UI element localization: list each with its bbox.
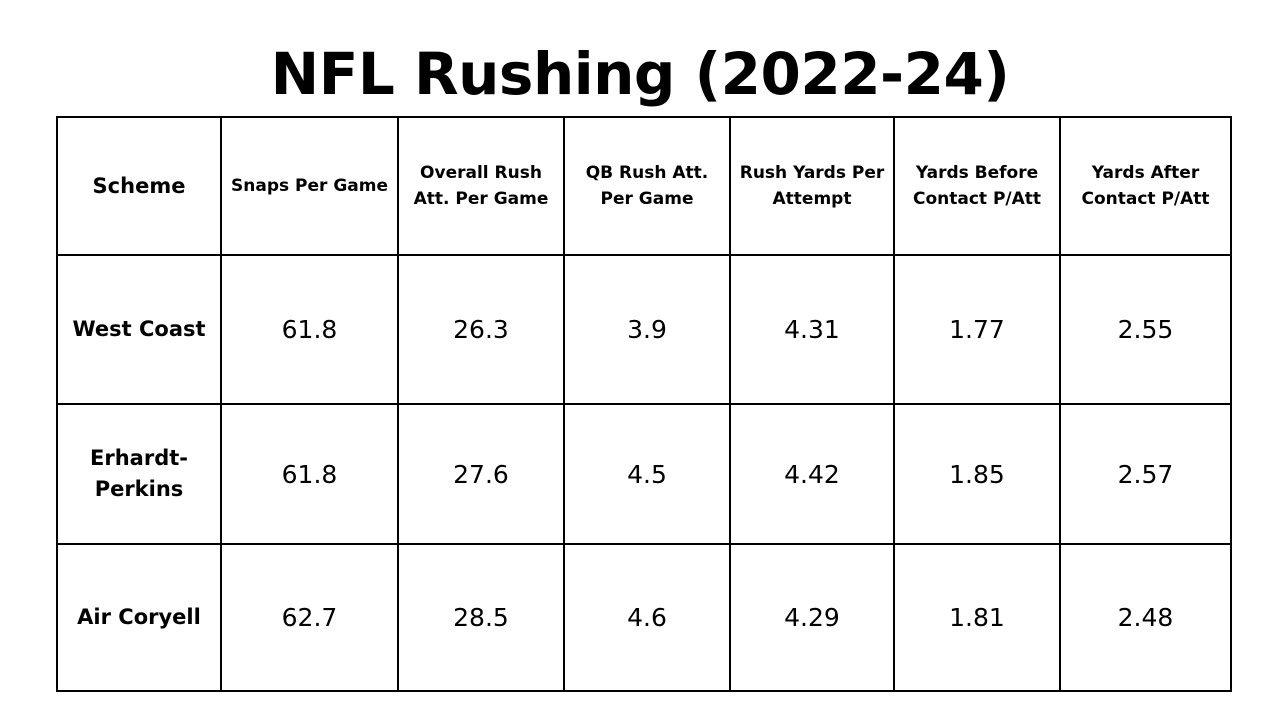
column-header-snaps-per-game: Snaps Per Game [220, 116, 399, 256]
table-row: Air Coryell 62.7 28.5 4.6 4.29 1.81 2.48 [56, 543, 1232, 692]
cell-value: 2.55 [1059, 254, 1232, 405]
chart-title: NFL Rushing (2022-24) [270, 40, 1010, 108]
cell-value: 1.85 [893, 403, 1061, 545]
cell-value: 26.3 [397, 254, 565, 405]
header-row: Scheme Snaps Per Game Overall Rush Att. … [56, 116, 1232, 256]
cell-value: 2.48 [1059, 543, 1232, 692]
column-header-yards-after-contact: Yards After Contact P/Att [1059, 116, 1232, 256]
cell-value: 1.81 [893, 543, 1061, 692]
column-header-rush-yards-per-attempt: Rush Yards Per Attempt [729, 116, 895, 256]
column-header-yards-before-contact: Yards Before Contact P/Att [893, 116, 1061, 256]
rushing-stats-table: Scheme Snaps Per Game Overall Rush Att. … [56, 116, 1232, 692]
cell-value: 4.42 [729, 403, 895, 545]
row-label-scheme: West Coast [56, 254, 222, 405]
cell-value: 61.8 [220, 403, 399, 545]
cell-value: 27.6 [397, 403, 565, 545]
column-header-scheme: Scheme [56, 116, 222, 256]
cell-value: 4.31 [729, 254, 895, 405]
table-row: West Coast 61.8 26.3 3.9 4.31 1.77 2.55 [56, 254, 1232, 405]
cell-value: 4.29 [729, 543, 895, 692]
row-label-scheme: Erhardt-Perkins [56, 403, 222, 545]
cell-value: 28.5 [397, 543, 565, 692]
cell-value: 1.77 [893, 254, 1061, 405]
table-row: Erhardt-Perkins 61.8 27.6 4.5 4.42 1.85 … [56, 403, 1232, 545]
cell-value: 61.8 [220, 254, 399, 405]
cell-value: 3.9 [563, 254, 731, 405]
cell-value: 2.57 [1059, 403, 1232, 545]
cell-value: 4.5 [563, 403, 731, 545]
column-header-overall-rush-att: Overall Rush Att. Per Game [397, 116, 565, 256]
row-label-scheme: Air Coryell [56, 543, 222, 692]
cell-value: 4.6 [563, 543, 731, 692]
column-header-qb-rush-att: QB Rush Att. Per Game [563, 116, 731, 256]
cell-value: 62.7 [220, 543, 399, 692]
